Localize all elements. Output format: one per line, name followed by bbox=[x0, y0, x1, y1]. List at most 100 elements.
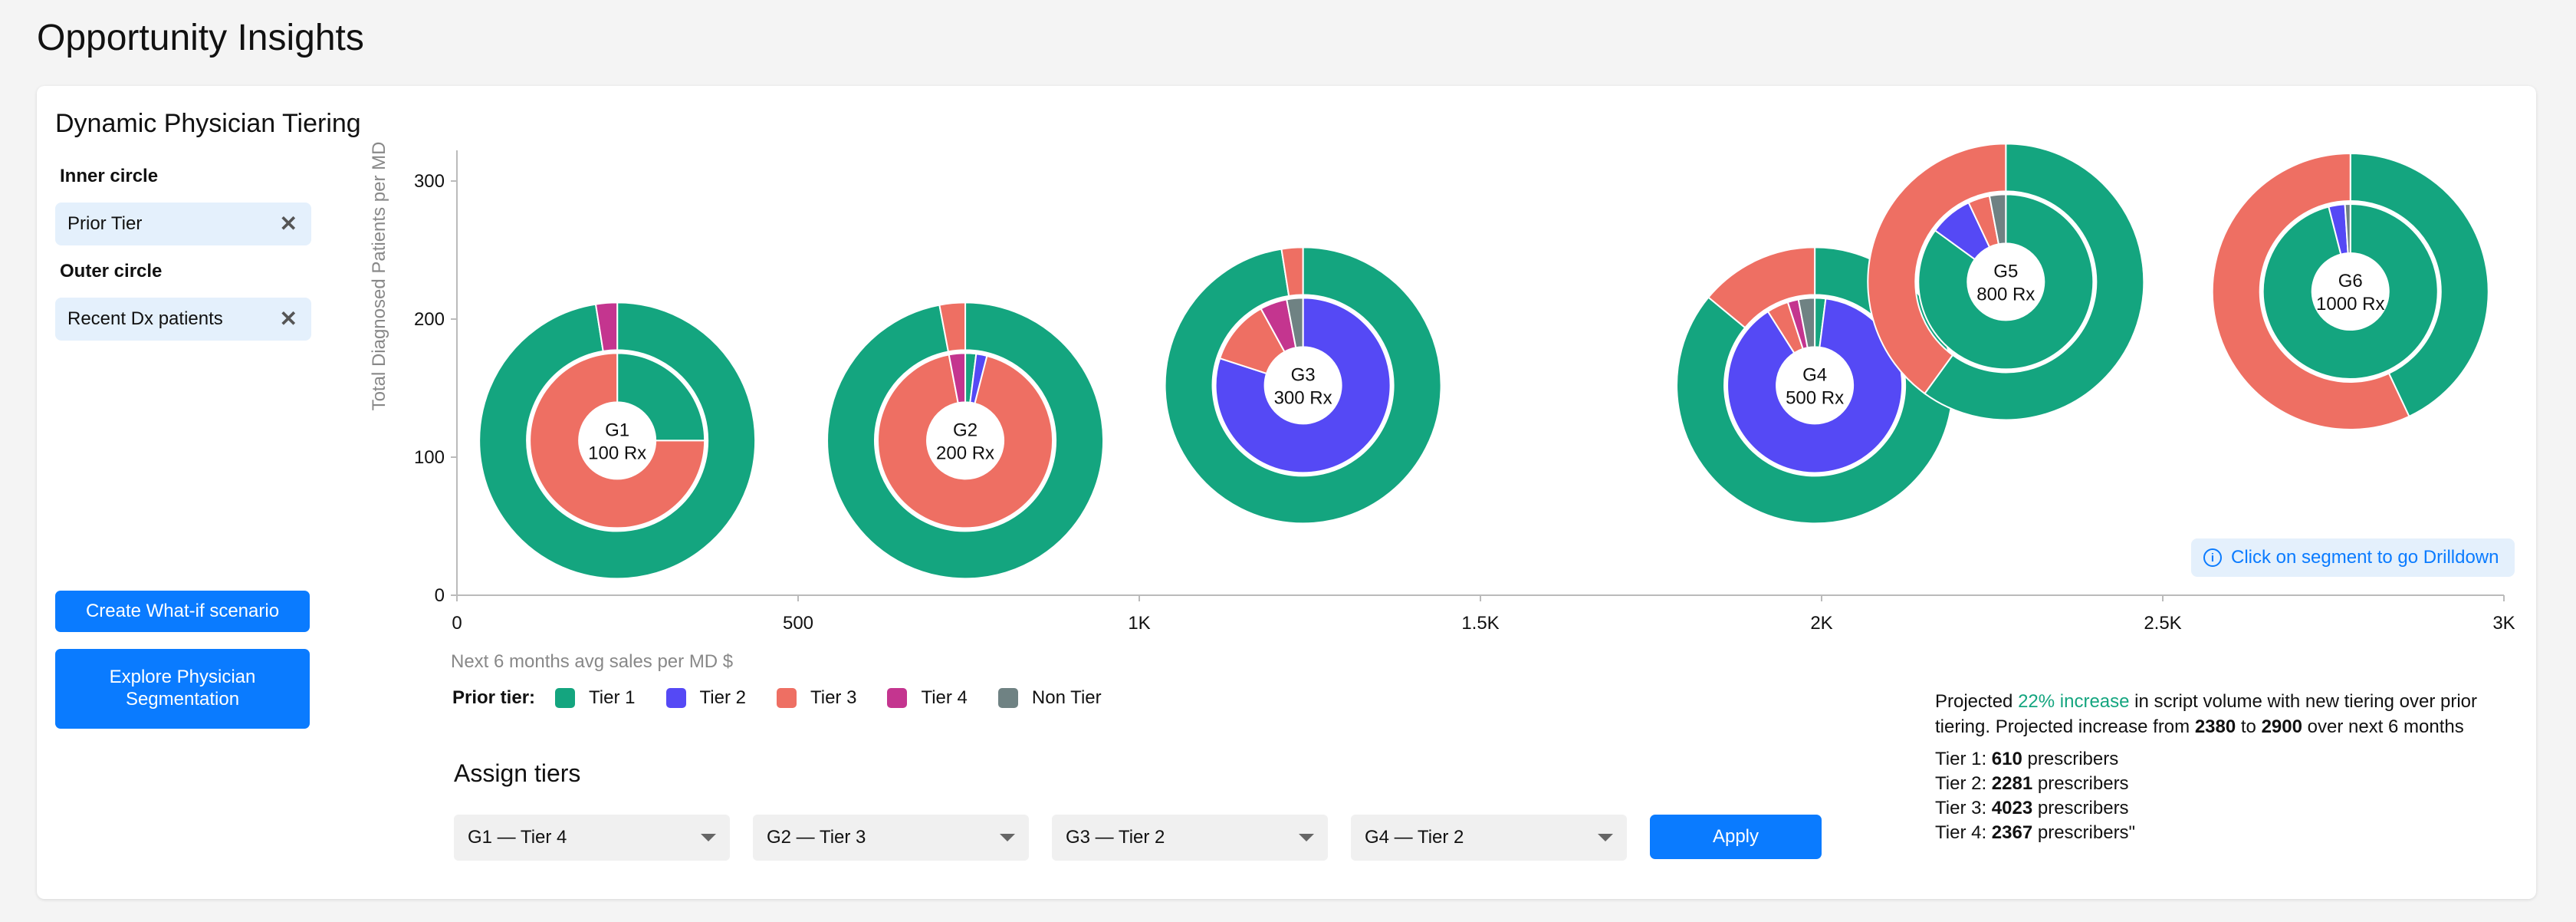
outer-segment-tier-1[interactable] bbox=[1924, 143, 2145, 421]
donut-rx-label: 200 Rx bbox=[936, 443, 994, 463]
y-tick-label: 200 bbox=[414, 309, 445, 330]
legend-label: Tier 1 bbox=[589, 687, 636, 708]
tiering-card: Dynamic Physician Tiering Inner circle P… bbox=[37, 86, 2536, 899]
tier-counts: Tier 1: 610 prescribers Tier 2: 2281 pre… bbox=[1935, 747, 2135, 845]
legend-label: Tier 4 bbox=[921, 687, 968, 708]
outer-segment-tier-4[interactable] bbox=[594, 301, 619, 352]
projection-highlight: 22% increase bbox=[2018, 691, 2130, 712]
outer-segment-tier-1[interactable] bbox=[1164, 246, 1442, 525]
close-icon[interactable]: ✕ bbox=[279, 307, 297, 331]
select-value: G4 — Tier 2 bbox=[1365, 827, 1464, 848]
g2-tier-select[interactable]: G2 — Tier 3 bbox=[753, 815, 1029, 861]
legend-swatch bbox=[665, 688, 686, 708]
donut-rx-label: 1000 Rx bbox=[2316, 294, 2384, 314]
x-tick-label: 0 bbox=[452, 613, 462, 634]
x-tick-label: 2K bbox=[1810, 613, 1832, 634]
inner-segment-tier-2[interactable] bbox=[1727, 298, 1904, 474]
legend-item-tier-1[interactable]: Tier 1 bbox=[555, 687, 636, 709]
donut-g6[interactable]: G6 1000 Rx bbox=[2211, 152, 2489, 430]
prior-tier-legend: Prior tier: Tier 1 Tier 2 Tier 3 Tier 4 … bbox=[452, 687, 1132, 709]
x-tick-label: 1K bbox=[1128, 613, 1150, 634]
chart-axes: 0 500 1K 1.5K 2K 2.5K 3K 0 100 200 300 Next 6 month… bbox=[369, 142, 2515, 672]
outer-segment-tier-1[interactable] bbox=[826, 301, 1104, 580]
y-axis-label: Total Diagnosed Patients per MD bbox=[369, 142, 389, 411]
donut-g2[interactable]: G2 200 Rx bbox=[826, 301, 1104, 580]
chevron-down-icon bbox=[1299, 834, 1314, 841]
chevron-down-icon bbox=[701, 834, 716, 841]
inner-circle-label: Inner circle bbox=[60, 166, 159, 186]
donut-center bbox=[2312, 253, 2389, 330]
outer-segment-tier-1[interactable] bbox=[478, 301, 757, 580]
legend-swatch bbox=[776, 688, 797, 708]
donut-group-label: G3 bbox=[1291, 364, 1316, 385]
legend-label: Tier 3 bbox=[810, 687, 857, 708]
outer-circle-label: Outer circle bbox=[60, 261, 163, 282]
inner-segment-tier-2[interactable] bbox=[1214, 297, 1392, 474]
select-value: G3 — Tier 2 bbox=[1066, 827, 1165, 848]
x-tick-label: 1.5K bbox=[1461, 613, 1499, 634]
x-tick-label: 500 bbox=[783, 613, 813, 634]
donut-center bbox=[1264, 347, 1342, 424]
legend-item-tier-2[interactable]: Tier 2 bbox=[665, 687, 746, 709]
outer-segment-tier-3[interactable] bbox=[1707, 246, 1816, 329]
outer-segment-tier-3[interactable] bbox=[938, 301, 967, 353]
g4-tier-select[interactable]: G4 — Tier 2 bbox=[1351, 815, 1627, 861]
donut-g1[interactable]: G1 100 Rx bbox=[478, 301, 757, 580]
inner-circle-value: Prior Tier bbox=[67, 213, 143, 234]
outer-segment-tier-1[interactable] bbox=[2349, 152, 2489, 418]
info-icon: i bbox=[2203, 548, 2222, 567]
legend-label: Non Tier bbox=[1031, 687, 1102, 708]
drilldown-hint-text: Click on segment to go Drilldown bbox=[2231, 547, 2499, 568]
projection-text: Projected 22% increase in script volume … bbox=[1935, 691, 2477, 737]
x-axis-label: Next 6 months avg sales per MD $ bbox=[451, 651, 733, 672]
legend-item-tier-4[interactable]: Tier 4 bbox=[887, 687, 968, 709]
legend-item-tier-3[interactable]: Tier 3 bbox=[776, 687, 857, 709]
g3-tier-select[interactable]: G3 — Tier 2 bbox=[1052, 815, 1328, 861]
tier-count-row: Tier 4: 2367 prescribers" bbox=[1935, 822, 2136, 843]
y-tick-label: 100 bbox=[414, 447, 445, 468]
drilldown-hint: i Click on segment to go Drilldown bbox=[2191, 538, 2515, 577]
chevron-down-icon bbox=[1000, 834, 1015, 841]
outer-segment-tier-3[interactable] bbox=[1867, 143, 2007, 395]
select-value: G1 — Tier 4 bbox=[468, 827, 567, 848]
donut-center bbox=[579, 402, 656, 479]
x-tick-label: 3K bbox=[2492, 613, 2515, 634]
legend-item-non-tier[interactable]: Non Tier bbox=[997, 687, 1102, 709]
legend-swatch bbox=[997, 688, 1018, 708]
outer-circle-chip[interactable]: Recent Dx patients ✕ bbox=[55, 298, 311, 341]
g1-tier-select[interactable]: G1 — Tier 4 bbox=[454, 815, 730, 861]
donut-rx-label: 800 Rx bbox=[1976, 284, 2035, 305]
legend-title: Prior tier: bbox=[452, 687, 536, 708]
outer-circle-value: Recent Dx patients bbox=[67, 308, 223, 329]
outer-segment-tier-3[interactable] bbox=[1280, 246, 1304, 297]
close-icon[interactable]: ✕ bbox=[279, 212, 297, 235]
create-whatif-button[interactable]: Create What-if scenario bbox=[55, 591, 310, 632]
donut-group-label: G6 bbox=[2338, 271, 2363, 291]
donut-center bbox=[927, 402, 1004, 479]
select-value: G2 — Tier 3 bbox=[767, 827, 866, 848]
donut-group-label: G2 bbox=[953, 420, 978, 440]
tier-count-row: Tier 1: 610 prescribers bbox=[1935, 749, 2119, 769]
donut-rx-label: 500 Rx bbox=[1786, 387, 1844, 408]
apply-button[interactable]: Apply bbox=[1650, 815, 1822, 859]
page-title: Opportunity Insights bbox=[37, 18, 364, 58]
legend-label: Tier 2 bbox=[699, 687, 746, 708]
explore-segmentation-button[interactable]: Explore Physician Segmentation bbox=[55, 649, 310, 729]
assign-tiers-title: Assign tiers bbox=[454, 759, 581, 787]
donut-center bbox=[1967, 243, 2045, 321]
donut-rx-label: 300 Rx bbox=[1274, 387, 1332, 408]
donut-group-label: G1 bbox=[605, 420, 629, 440]
x-tick-label: 2.5K bbox=[2144, 613, 2181, 634]
donut-group-label: G5 bbox=[1993, 261, 2018, 282]
outer-segment-tier-3[interactable] bbox=[2211, 152, 2410, 430]
inner-circle-chip[interactable]: Prior Tier ✕ bbox=[55, 203, 311, 245]
y-tick-label: 300 bbox=[414, 171, 445, 192]
donut-center bbox=[1776, 347, 1854, 424]
legend-swatch bbox=[555, 688, 576, 708]
tiering-chart: 0 500 1K 1.5K 2K 2.5K 3K 0 100 200 300 Next 6 month… bbox=[369, 142, 2515, 672]
chevron-down-icon bbox=[1598, 834, 1613, 841]
tier-count-row: Tier 2: 2281 prescribers bbox=[1935, 773, 2129, 794]
